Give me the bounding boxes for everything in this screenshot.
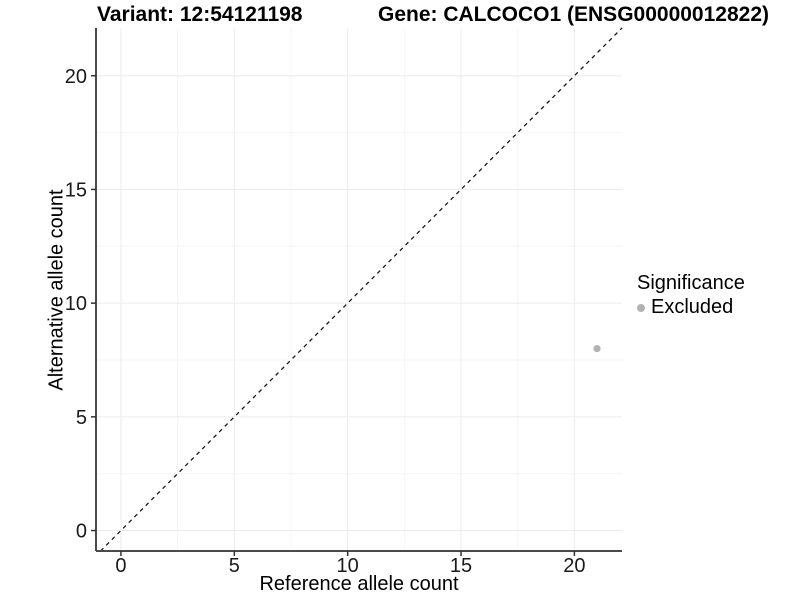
- legend-title: Significance: [637, 272, 745, 294]
- y-tick-label: 20: [65, 66, 87, 88]
- legend-entry-label: Excluded: [651, 296, 734, 318]
- legend-entry: Excluded: [637, 296, 745, 319]
- gene-title: Gene: CALCOCO1 (ENSG00000012822): [378, 3, 769, 26]
- y-tick-label: 0: [76, 521, 87, 543]
- x-tick-label: 20: [563, 555, 585, 577]
- x-tick-label: 10: [337, 555, 359, 577]
- x-axis-title: Reference allele count: [259, 573, 459, 595]
- y-tick-label: 15: [65, 179, 87, 201]
- variant-title: Variant: 12:54121198: [97, 3, 303, 26]
- legend: Significance Excluded: [637, 272, 745, 319]
- excluded-point-icon: [637, 303, 645, 312]
- y-tick-label: 10: [65, 293, 87, 315]
- identity-line: [100, 27, 623, 552]
- y-tick-label: 5: [76, 407, 87, 429]
- x-tick-label: 15: [450, 555, 472, 577]
- x-tick-label: 0: [115, 555, 126, 577]
- data-point: [593, 345, 601, 353]
- x-tick-label: 5: [229, 555, 240, 577]
- y-axis-title: Alternative allele count: [45, 189, 68, 391]
